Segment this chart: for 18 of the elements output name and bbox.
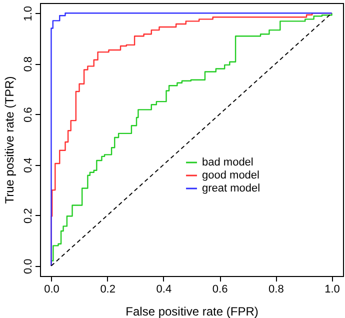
- y-tick-label: 0.0: [22, 258, 34, 274]
- line-series: [50, 12, 332, 266]
- x-tick-label: 0.0: [44, 284, 60, 296]
- y-axis-title: True positive rate (TPR): [2, 76, 16, 204]
- x-tick-label: 0.6: [212, 284, 228, 296]
- x-tick-label: 0.8: [268, 284, 284, 296]
- legend-label: good model: [202, 170, 260, 182]
- x-tick-label: 0.4: [156, 284, 172, 296]
- y-tick-label: 0.4: [22, 158, 34, 173]
- y-tick-label: 1.0: [22, 6, 34, 22]
- x-tick-label: 1.0: [324, 284, 340, 296]
- x-axis-title: False positive rate (FPR): [126, 304, 258, 318]
- y-tick-label: 0.8: [22, 56, 34, 72]
- y-tick-label: 0.6: [22, 107, 34, 122]
- legend-label: great model: [202, 182, 260, 194]
- x-tick-label: 0.2: [100, 284, 116, 296]
- y-tick-label: 0.2: [22, 208, 34, 224]
- legend-label: bad model: [202, 156, 254, 168]
